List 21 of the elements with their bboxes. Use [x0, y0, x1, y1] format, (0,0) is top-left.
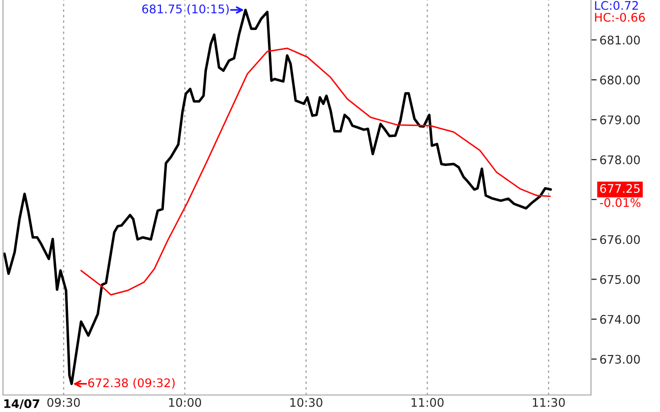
- y-tick-label: 681.00: [600, 36, 640, 45]
- x-tick-label: 11:00: [412, 398, 444, 407]
- y-tick-label: 678.00: [600, 155, 640, 164]
- text: HC:-0.66: [595, 12, 645, 22]
- line-series: [80, 48, 551, 296]
- annotation: 672.38 (09:32): [88, 378, 175, 389]
- text: 677.25: [600, 184, 640, 193]
- y-tick-label: 676.00: [600, 235, 640, 244]
- x-tick-label: 10:30: [290, 398, 322, 407]
- text: -0.01%: [600, 198, 640, 207]
- annotation: 681.75 (10:15): [142, 4, 229, 15]
- y-tick-label: 674.00: [600, 314, 640, 324]
- y-tick-label: 673.00: [600, 354, 640, 364]
- y-tick-label: 679.00: [600, 115, 640, 124]
- y-tick-label: 680.00: [600, 76, 640, 84]
- x-tick-label: 09:30: [47, 398, 80, 407]
- y-tick-label: 675.00: [600, 275, 640, 284]
- x-tick-label: 11:30: [532, 398, 565, 407]
- text: 14/07: [4, 399, 40, 410]
- text: LC:0.72: [595, 1, 638, 10]
- x-tick-label: 10:00: [169, 398, 202, 407]
